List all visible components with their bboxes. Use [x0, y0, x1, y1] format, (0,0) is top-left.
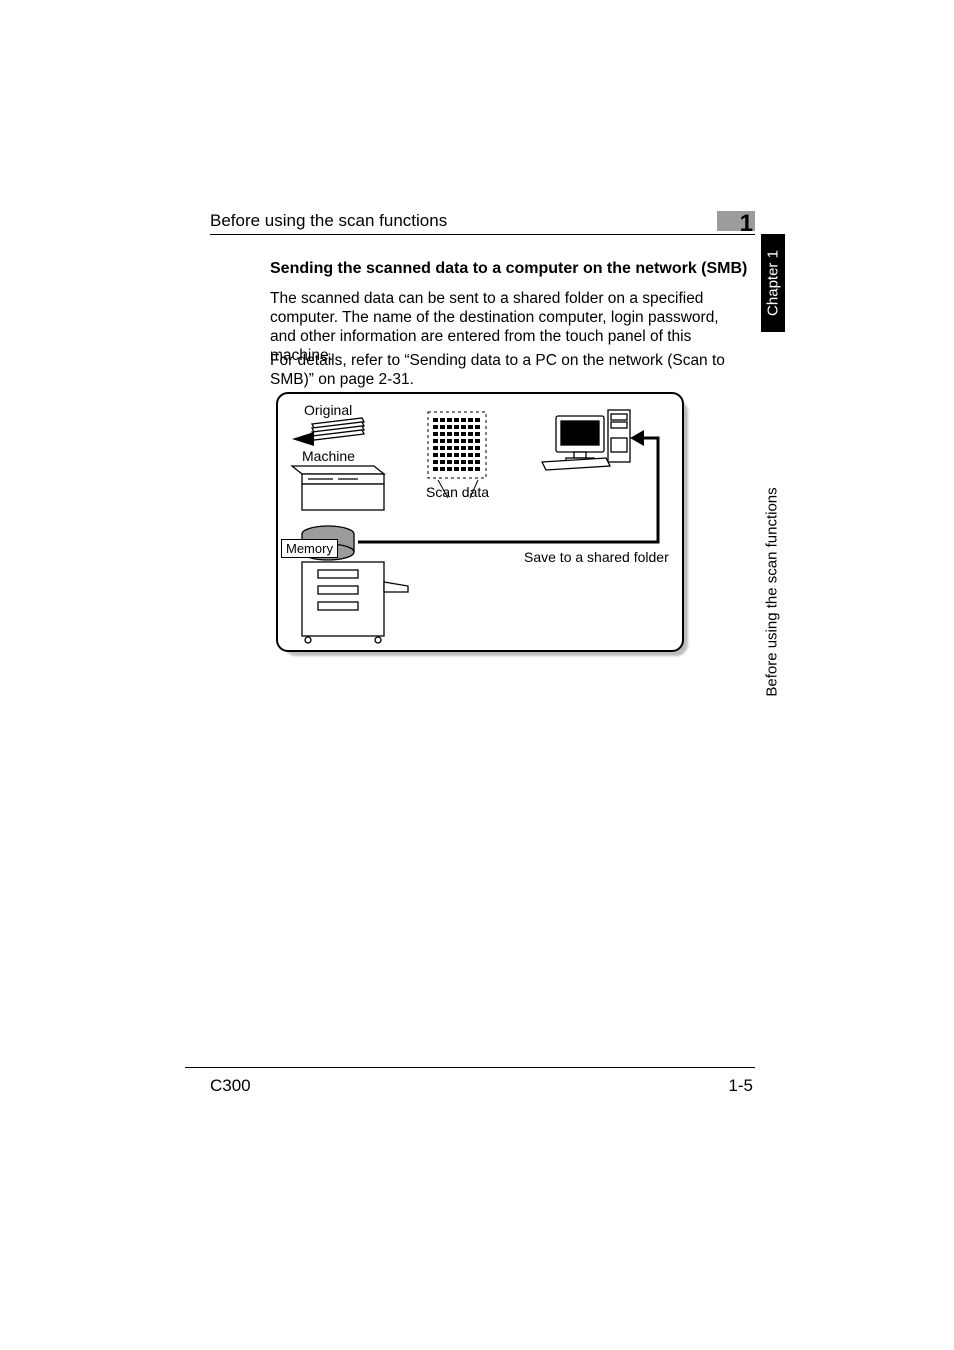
label-original: Original [304, 402, 352, 418]
diagram-panel: Original Machine Scan data Save to a sha… [276, 392, 684, 652]
computer-icon [542, 410, 630, 470]
side-chapter-tab: Chapter 1 [761, 234, 785, 332]
chapter-number-tab: 1 [717, 211, 755, 231]
footer-model: C300 [210, 1076, 251, 1096]
footer-rule [185, 1067, 755, 1068]
diagram-svg [278, 394, 682, 650]
input-arrow-icon [292, 432, 314, 446]
footer-page-number: 1-5 [728, 1076, 753, 1096]
label-machine: Machine [302, 448, 355, 464]
document-page: Before using the scan functions 1 Chapte… [0, 0, 954, 1350]
scan-data-icon [428, 412, 486, 478]
section-heading: Sending the scanned data to a computer o… [270, 260, 747, 278]
transfer-arrowhead-icon [630, 430, 644, 446]
side-section-label: Before using the scan functions [764, 487, 781, 696]
original-pages-icon [312, 418, 364, 440]
side-section: Before using the scan functions [760, 342, 784, 592]
label-memory: Memory [281, 539, 338, 558]
body-paragraph-2: For details, refer to “Sending data to a… [270, 352, 740, 390]
label-save-shared-folder: Save to a shared folder [524, 549, 669, 565]
running-head: Before using the scan functions [210, 211, 447, 231]
side-chapter-label: Chapter 1 [765, 250, 782, 316]
label-scan-data: Scan data [426, 484, 489, 500]
smb-flow-diagram: Original Machine Scan data Save to a sha… [276, 392, 688, 656]
header-rule [210, 234, 755, 235]
